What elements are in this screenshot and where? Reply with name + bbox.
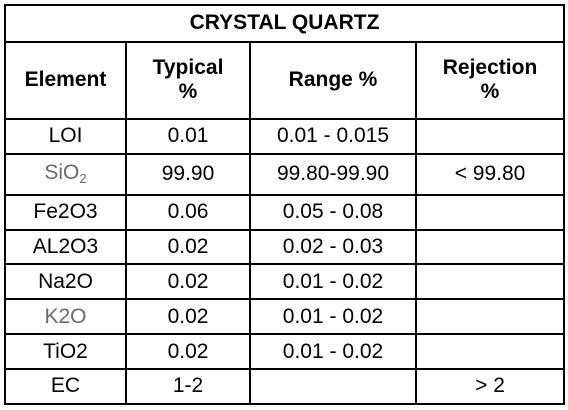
cell-rejection: > 2	[414, 368, 566, 405]
cell-range: 0.01 - 0.02	[249, 333, 417, 371]
cell-range: 0.02 - 0.03	[249, 228, 417, 266]
cell-typical: 0.02	[125, 333, 251, 371]
cell-typical: 0.02	[125, 298, 251, 336]
header-element: Element	[4, 40, 127, 120]
header-typical-line2: %	[178, 80, 198, 104]
cell-element: AL2O3	[4, 228, 127, 266]
cell-element: K2O	[4, 298, 127, 336]
header-row: Element Typical % Range % Rejection %	[4, 40, 566, 120]
cell-range: 0.01 - 0.015	[249, 117, 417, 155]
header-range: Range %	[249, 40, 417, 120]
element-subscript: 2	[79, 171, 87, 187]
table-row-sio2: SiO2 99.90 99.80-99.90 < 99.80	[4, 152, 566, 196]
cell-range	[249, 368, 417, 405]
table-row-ec: EC 1-2 > 2	[4, 368, 566, 405]
cell-element: LOI	[4, 117, 127, 155]
table-row-loi: LOI 0.01 0.01 - 0.015	[4, 117, 566, 155]
element-main-text: SiO	[44, 161, 80, 185]
cell-typical: 0.06	[125, 193, 251, 231]
cell-element: Fe2O3	[4, 193, 127, 231]
cell-typical: 0.02	[125, 263, 251, 301]
cell-rejection: < 99.80	[414, 152, 566, 196]
cell-typical: 0.01	[125, 117, 251, 155]
header-typical-line1: Typical	[152, 56, 224, 80]
cell-element: TiO2	[4, 333, 127, 371]
table-row-al2o3: AL2O3 0.02 0.02 - 0.03	[4, 228, 566, 266]
cell-rejection	[414, 333, 566, 371]
table-row-tio2: TiO2 0.02 0.01 - 0.02	[4, 333, 566, 371]
cell-rejection	[414, 193, 566, 231]
cell-range: 0.01 - 0.02	[249, 298, 417, 336]
cell-typical: 99.90	[125, 152, 251, 196]
table-row-k2o: K2O 0.02 0.01 - 0.02	[4, 298, 566, 336]
cell-range: 0.05 - 0.08	[249, 193, 417, 231]
cell-typical: 0.02	[125, 228, 251, 266]
cell-typical: 1-2	[125, 368, 251, 405]
header-rejection-line2: %	[480, 80, 500, 104]
cell-rejection	[414, 117, 566, 155]
cell-range: 99.80-99.90	[249, 152, 417, 196]
table-row-fe2o3: Fe2O3 0.06 0.05 - 0.08	[4, 193, 566, 231]
cell-element: EC	[4, 368, 127, 405]
cell-range: 0.01 - 0.02	[249, 263, 417, 301]
title-row: CRYSTAL QUARTZ	[3, 4, 566, 43]
table-title: CRYSTAL QUARTZ	[3, 4, 566, 43]
cell-element: SiO2	[4, 152, 127, 196]
header-typical: Typical %	[125, 40, 251, 120]
crystal-quartz-spec-table: CRYSTAL QUARTZ Element Typical % Range %…	[3, 4, 566, 405]
cell-rejection	[414, 228, 566, 266]
header-rejection-line1: Rejection	[442, 56, 538, 80]
cell-element: Na2O	[4, 263, 127, 301]
cell-rejection	[414, 263, 566, 301]
cell-rejection	[414, 298, 566, 336]
table-row-na2o: Na2O 0.02 0.01 - 0.02	[4, 263, 566, 301]
header-rejection: Rejection %	[414, 40, 566, 120]
